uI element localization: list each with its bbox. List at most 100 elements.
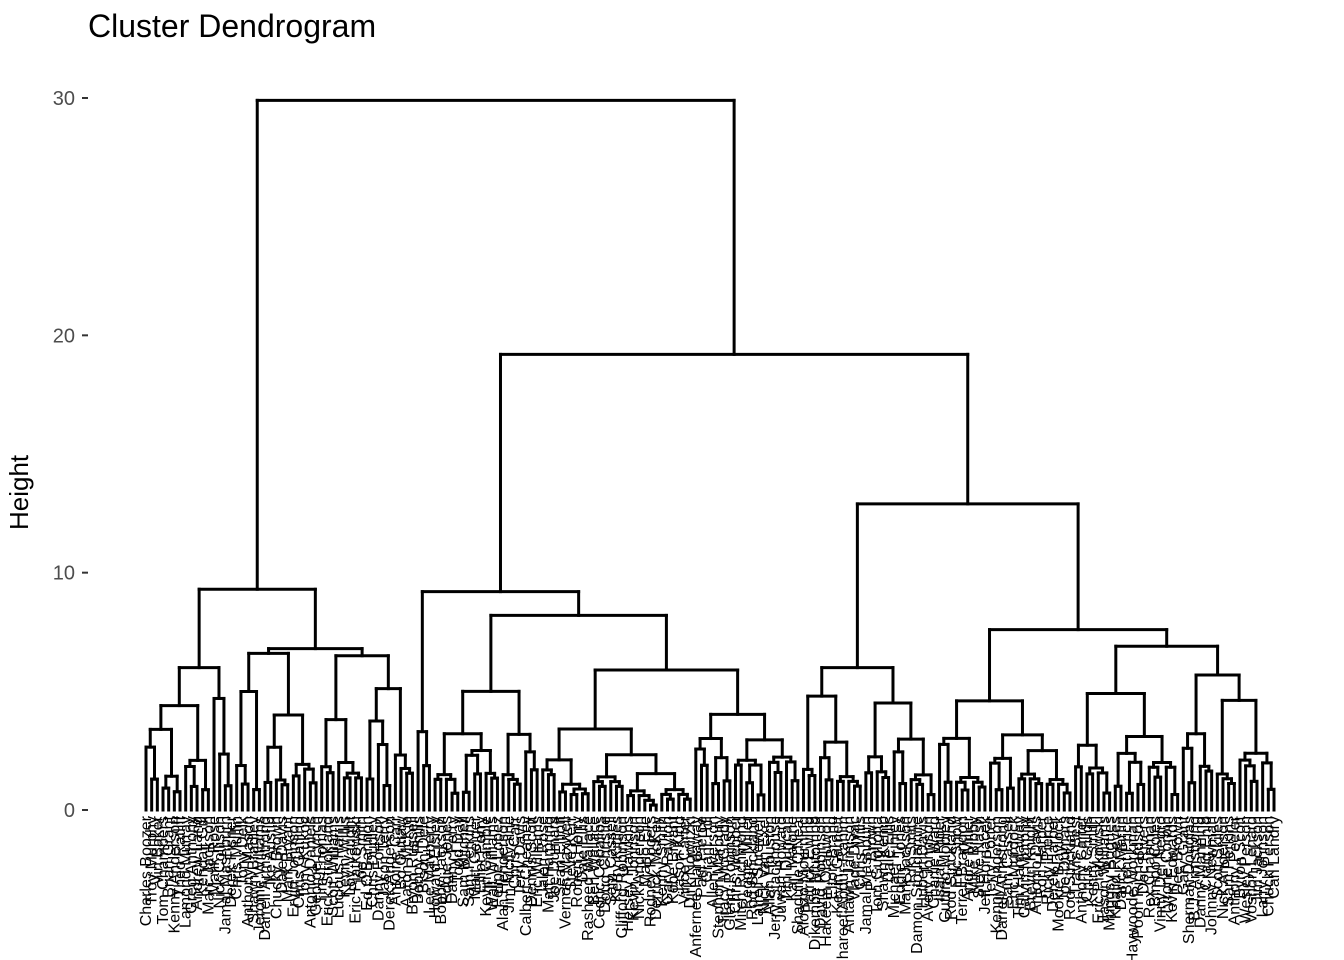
leaf-label: Larry Johnson bbox=[1255, 816, 1272, 917]
leaf-label: Allen Iverson bbox=[705, 816, 722, 909]
leaf-label: Lamond Murray bbox=[178, 816, 195, 928]
leaf-label: Kenny Smith bbox=[1085, 816, 1102, 907]
leaf-label: Shawn Kemp bbox=[875, 816, 892, 911]
leaf-label: Haywoode Workman bbox=[1124, 816, 1141, 960]
leaf-label: Darrell Armstrong bbox=[257, 816, 274, 940]
leaf-label: Jim McIlvaine bbox=[501, 816, 518, 913]
leaf-label: Chris Gatling bbox=[291, 816, 308, 908]
leaf-label: Gary Payton bbox=[659, 816, 676, 905]
leaf-label: Theo Ratliff bbox=[172, 815, 189, 897]
leaf-label: Nick Collison bbox=[212, 816, 229, 908]
leaf-label: Danny Manning bbox=[1192, 816, 1209, 928]
leaf-label: Bo Outlaw bbox=[393, 816, 410, 890]
leaf-label: Doc Rivers bbox=[1136, 816, 1153, 894]
leaf-label: Rex Chapman bbox=[1141, 816, 1158, 918]
leaf-label: Cuttino Mobley bbox=[937, 816, 954, 923]
leaf-label: Bobby Phills bbox=[410, 816, 427, 904]
leaf-label: Darrell Armstrong bbox=[994, 816, 1011, 940]
leaf-label: Steve Kerr bbox=[563, 815, 580, 891]
leaf-label: Ed O'Bannon bbox=[359, 816, 376, 911]
leaf-label: Jerome Williams bbox=[251, 816, 268, 933]
leaf-label: Eric Murdock bbox=[1005, 815, 1022, 909]
leaf-label: Joe Smith bbox=[353, 816, 370, 887]
leaf-label: Kenny Anderson bbox=[166, 816, 183, 933]
leaf-label: Dale Davis bbox=[274, 816, 291, 893]
leaf-label: Mookie Blaylock bbox=[1051, 815, 1068, 932]
leaf-label: Bison Dele bbox=[416, 816, 433, 893]
leaf-label: Steve Nash bbox=[971, 816, 988, 899]
leaf-label: Alonzo Mourning bbox=[796, 816, 813, 936]
dendrogram-branches bbox=[144, 98, 1276, 812]
leaf-label: Kevin Gamble bbox=[478, 816, 495, 917]
leaf-label: Derek Harper bbox=[1045, 815, 1062, 912]
leaf-label: Eric Snow bbox=[949, 816, 966, 888]
leaf-label: Kevin Willis bbox=[336, 816, 353, 898]
leaf-label: Voshon Lenard bbox=[1243, 816, 1260, 924]
leaf-label: Mike Bibby bbox=[966, 816, 983, 894]
leaf-label: Grant Hill bbox=[699, 816, 716, 883]
leaf-label: Ben Wallace bbox=[586, 816, 603, 905]
leaf-label: Tim Hardaway bbox=[1011, 816, 1028, 919]
leaf-label: Scott Skiles bbox=[1209, 816, 1226, 900]
leaf-label: Chucky Brown bbox=[268, 816, 285, 919]
leaf-label: Charles Boozer bbox=[138, 815, 155, 926]
leaf-label: Pooh Richardson bbox=[1130, 816, 1147, 939]
leaf-label: Vinny Del Negro bbox=[1153, 816, 1170, 932]
leaf-label: Bobby Jackson bbox=[433, 816, 450, 925]
leaf-label: Robert Horry bbox=[569, 816, 586, 908]
leaf-label: Mark Jackson bbox=[898, 816, 915, 915]
leaf-label: Chris Carr bbox=[506, 815, 523, 889]
leaf-label: Paul Pierce bbox=[693, 816, 710, 898]
leaf-label: Terry Davis bbox=[512, 816, 529, 896]
leaf-label: Tyrone Corbin bbox=[1158, 816, 1175, 917]
leaf-label: Ike Austin bbox=[263, 816, 280, 885]
leaf-label: Sam Cassell bbox=[603, 816, 620, 906]
leaf-label: Allan Houston bbox=[762, 816, 779, 916]
leaf-label: Jason Williams bbox=[1096, 816, 1113, 923]
leaf-label: Jeff Hornacek bbox=[977, 815, 994, 914]
leaf-label: Danny Fortson bbox=[370, 816, 387, 921]
leaf-label: Elton Brand bbox=[824, 816, 841, 900]
leaf-label: Kevin Johnson bbox=[625, 816, 642, 921]
leaf-label: Eric Piatkowski bbox=[1090, 816, 1107, 924]
leaf-label: Greg Anthony bbox=[183, 816, 200, 914]
leaf-label: Latrell Sprewell bbox=[750, 816, 767, 925]
leaf-label: Matt Geiger bbox=[467, 815, 484, 899]
leaf-label: Tony Kukoc bbox=[297, 816, 314, 899]
leaf-label: Patrick Ewing bbox=[801, 816, 818, 913]
y-tick-label: 20 bbox=[53, 325, 75, 347]
leaf-label: Walt Williams bbox=[484, 816, 501, 911]
leaf-label: Antonio Daniels bbox=[302, 816, 319, 928]
leaf-label: Hakeem Olajuwon bbox=[818, 816, 835, 947]
leaf-label: P.J. Brown bbox=[864, 816, 881, 891]
leaf-label: Jim Jackson bbox=[1249, 816, 1266, 904]
leaf-label: Andre Miller bbox=[960, 815, 977, 901]
leaf-label: Derek Anderson bbox=[382, 816, 399, 931]
leaf-label: Marc Jackson bbox=[200, 816, 217, 915]
leaf-label: B.J. Armstrong bbox=[1187, 816, 1204, 921]
leaf-label: Craig Ehlo bbox=[1198, 816, 1215, 891]
leaf-label: Hersey Hawkins bbox=[620, 816, 637, 932]
leaf-label: Brent Price bbox=[1119, 816, 1136, 895]
leaf-label: Juwan Howard bbox=[773, 816, 790, 922]
leaf-label: Calbert Cheaney bbox=[518, 816, 535, 936]
leaf-label: Lucious Harris bbox=[331, 816, 348, 918]
leaf-label: Joe Dumars bbox=[546, 816, 563, 902]
leaf-label: Sam Cassell bbox=[1000, 816, 1017, 906]
leaf-label: Bryon Russell bbox=[404, 816, 421, 915]
leaf-label: Nick Van Exel bbox=[756, 816, 773, 914]
leaf-label: Nick Anderson bbox=[1215, 816, 1232, 919]
leaf-label: Chris Mills bbox=[852, 816, 869, 890]
leaf-label: Anthony Mason bbox=[240, 816, 257, 927]
leaf-label: Matt Harpring bbox=[540, 816, 557, 913]
leaf-label: Anthony Carter bbox=[1073, 815, 1090, 923]
leaf-label: Chris Webber bbox=[728, 815, 745, 913]
leaf-label: Danny Ferry bbox=[444, 816, 461, 904]
leaf-label: Dennis Scott bbox=[523, 815, 540, 906]
leaf-label: Brian Grant bbox=[161, 815, 178, 897]
leaf-label: Jason Terry bbox=[376, 816, 393, 898]
leaf-label: Shawn Bradley bbox=[246, 816, 263, 924]
leaf-label: Kevin Edwards bbox=[1164, 816, 1181, 923]
leaf-label: Tom Chambers bbox=[155, 816, 172, 924]
